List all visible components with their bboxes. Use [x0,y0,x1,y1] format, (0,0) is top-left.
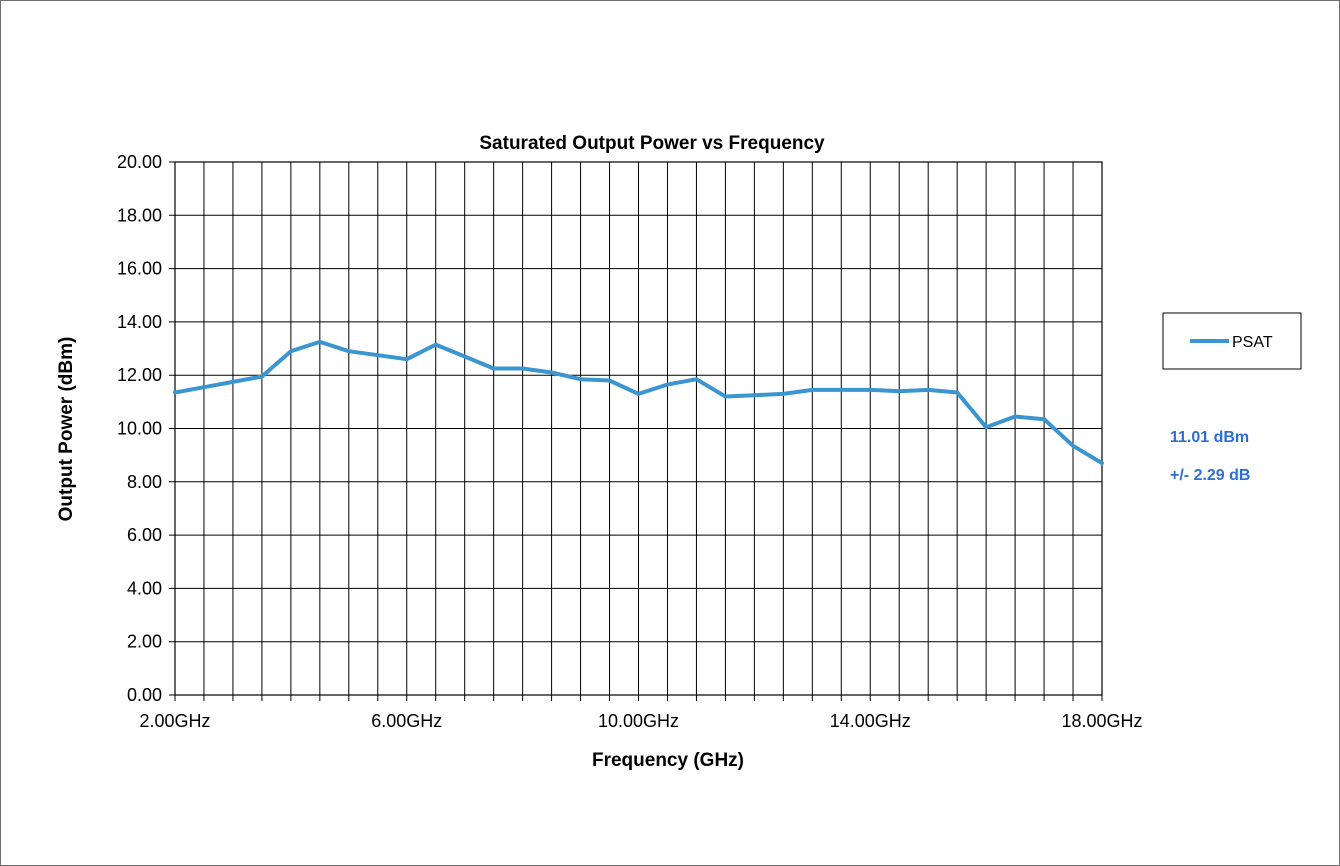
x-tick-label: 6.00GHz [371,711,442,731]
y-axis-label: Output Power (dBm) [56,337,77,522]
y-tick-label: 0.00 [127,685,162,705]
y-tick-label: 6.00 [127,525,162,545]
x-tick-labels: 2.00GHz 6.00GHz 10.00GHz 14.00GHz 18.00GHz [139,711,1142,731]
y-tick-label: 20.00 [117,152,162,172]
x-tick-label: 10.00GHz [598,711,679,731]
legend-label-psat: PSAT [1232,334,1273,351]
x-tick-label: 2.00GHz [139,711,210,731]
legend-box [1162,312,1302,370]
y-tick-label: 18.00 [117,205,162,225]
legend: PSAT [1162,312,1302,370]
y-tick-label: 12.00 [117,365,162,385]
plot-border [174,161,1103,696]
y-tick-label: 4.00 [127,578,162,598]
series-layer [173,339,1104,466]
y-tick-label: 2.00 [127,632,162,652]
power-spread-annotation: +/- 2.29 dB [1170,467,1251,484]
y-tick-labels: 0.00 2.00 4.00 6.00 8.00 10.00 12.00 14.00 16.00… [117,152,162,705]
y-tick-label: 14.00 [117,312,162,332]
x-axis-label: Frequency (GHz) [592,750,744,771]
y-tick-label: 8.00 [127,472,162,492]
series-line-psat [173,339,1104,466]
y-tick-label: 10.00 [117,419,162,439]
chart-title: Saturated Output Power vs Frequency [479,133,825,154]
y-tick-label: 16.00 [117,259,162,279]
x-tick-label: 14.00GHz [830,711,911,731]
average-power-annotation: 11.01 dBm [1170,429,1250,446]
x-tick-label: 18.00GHz [1061,711,1142,731]
grid [169,161,1103,701]
